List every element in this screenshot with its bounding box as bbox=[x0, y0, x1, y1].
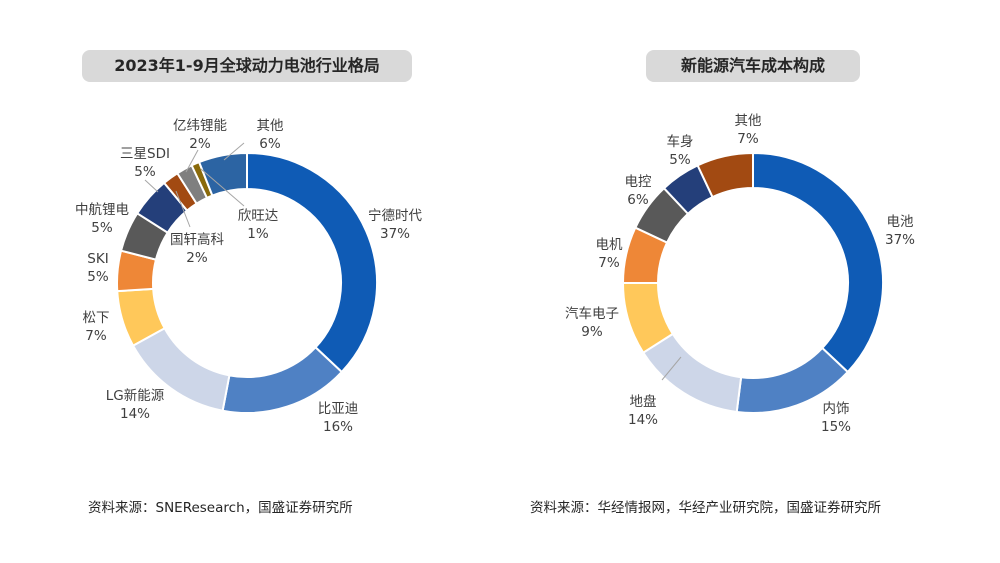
slice-label-4: SKI 5% bbox=[87, 251, 109, 285]
slice-label-7: 国轩高科 2% bbox=[170, 231, 224, 266]
slice-value: 5% bbox=[669, 152, 691, 168]
slice-name: 其他 bbox=[735, 113, 762, 129]
slice-name: 国轩高科 bbox=[170, 231, 224, 248]
slice-label-2: LG新能源 14% bbox=[106, 388, 165, 422]
slice-label-5: 电控 6% bbox=[625, 174, 653, 208]
donut-slice-0 bbox=[752, 151, 884, 374]
right-chart-panel: 新能源汽车成本构成 电池 37% 内饰 15% 地盘 14% 汽车电子 9% 电机 7% 电控 6% 车… bbox=[500, 0, 1000, 563]
donut-slice-2 bbox=[641, 332, 743, 414]
slice-label-10: 其他 6% bbox=[257, 118, 284, 152]
slice-name: 欣旺达 bbox=[238, 208, 279, 224]
slice-label-2: 地盘 14% bbox=[628, 393, 658, 428]
leader-line-7 bbox=[175, 190, 191, 228]
slice-value: 16% bbox=[323, 419, 353, 435]
slice-value: 6% bbox=[627, 192, 649, 208]
source-note: 资料来源：华经情报网，华经产业研究院，国盛证券研究所 bbox=[530, 500, 881, 516]
slice-value: 5% bbox=[134, 164, 156, 180]
slice-value: 37% bbox=[380, 226, 410, 242]
source-note: 资料来源：SNEResearch，国盛证券研究所 bbox=[88, 500, 353, 516]
slice-name: 宁德时代 bbox=[368, 207, 422, 224]
slice-value: 6% bbox=[259, 136, 281, 152]
slice-value: 9% bbox=[581, 324, 603, 340]
slice-value: 15% bbox=[821, 419, 851, 435]
left-chart-panel: 2023年1-9月全球动力电池行业格局 宁德时代 37% 比亚迪 16% LG新能源 14… bbox=[75, 50, 422, 516]
slice-label-3: 松下 7% bbox=[83, 310, 110, 344]
slice-value: 5% bbox=[91, 220, 113, 236]
slice-name: 中航锂电 bbox=[75, 202, 129, 218]
slice-name: 地盘 bbox=[630, 393, 657, 410]
leader-line-2 bbox=[661, 356, 682, 381]
slice-label-6: 车身 5% bbox=[667, 133, 694, 168]
donut-slice-10 bbox=[197, 151, 248, 197]
slice-value: 7% bbox=[598, 255, 620, 271]
slice-name: LG新能源 bbox=[106, 388, 165, 404]
slice-label-8: 亿纬锂能 2% bbox=[173, 118, 227, 152]
slice-value: 14% bbox=[628, 412, 658, 428]
slice-label-7: 其他 7% bbox=[735, 113, 762, 147]
slice-label-9: 欣旺达 1% bbox=[238, 208, 279, 242]
leader-line-6 bbox=[144, 179, 159, 193]
slice-label-1: 内饰 15% bbox=[821, 401, 851, 435]
slice-name: 汽车电子 bbox=[565, 305, 619, 322]
slice-label-0: 电池 37% bbox=[885, 214, 915, 248]
slice-name: 车身 bbox=[667, 133, 694, 150]
slice-value: 5% bbox=[87, 269, 109, 285]
slice-name: 电机 bbox=[596, 237, 624, 253]
slice-name: 松下 bbox=[83, 310, 110, 326]
slice-label-6: 三星SDI 5% bbox=[120, 146, 170, 180]
slice-name: 电池 bbox=[887, 214, 914, 230]
leader-line-8 bbox=[185, 149, 199, 173]
chart-title: 2023年1-9月全球动力电池行业格局 bbox=[82, 50, 412, 82]
battery-market-share-donut: 宁德时代 37%比亚迪 16%LG新能源 14%松下 7%SKI 5%中航锂电 5%三星SD… bbox=[75, 118, 422, 435]
slice-value: 7% bbox=[737, 131, 759, 147]
slice-value: 2% bbox=[186, 250, 208, 266]
slice-name: 亿纬锂能 bbox=[173, 118, 227, 134]
slice-label-3: 汽车电子 9% bbox=[565, 305, 619, 340]
leader-line-9 bbox=[200, 168, 245, 207]
leader-line-10 bbox=[223, 142, 245, 161]
slice-name: 三星SDI bbox=[120, 146, 170, 162]
chart-title: 新能源汽车成本构成 bbox=[646, 50, 860, 82]
ev-cost-structure-donut: 电池 37% 内饰 15% 地盘 14% 汽车电子 9% 电机 7% 电控 6% 车身 5% 其他 7% bbox=[565, 113, 915, 435]
slice-value: 7% bbox=[85, 328, 107, 344]
slice-name: 比亚迪 bbox=[318, 401, 359, 417]
slice-name: 其他 bbox=[257, 118, 284, 134]
donut-slice-7 bbox=[696, 151, 754, 199]
slice-label-1: 比亚迪 16% bbox=[318, 401, 359, 435]
slice-name: 电控 bbox=[625, 174, 653, 190]
slice-label-0: 宁德时代 37% bbox=[368, 207, 422, 242]
slice-label-5: 中航锂电 5% bbox=[75, 202, 129, 236]
slice-value: 2% bbox=[189, 136, 211, 152]
slice-value: 1% bbox=[247, 226, 269, 242]
donut-slice-0 bbox=[246, 151, 378, 374]
slice-value: 37% bbox=[885, 232, 915, 248]
slice-value: 14% bbox=[120, 406, 150, 422]
slice-name: 内饰 bbox=[823, 401, 850, 417]
slice-label-4: 电机 7% bbox=[596, 237, 624, 271]
slice-name: SKI bbox=[87, 251, 108, 267]
